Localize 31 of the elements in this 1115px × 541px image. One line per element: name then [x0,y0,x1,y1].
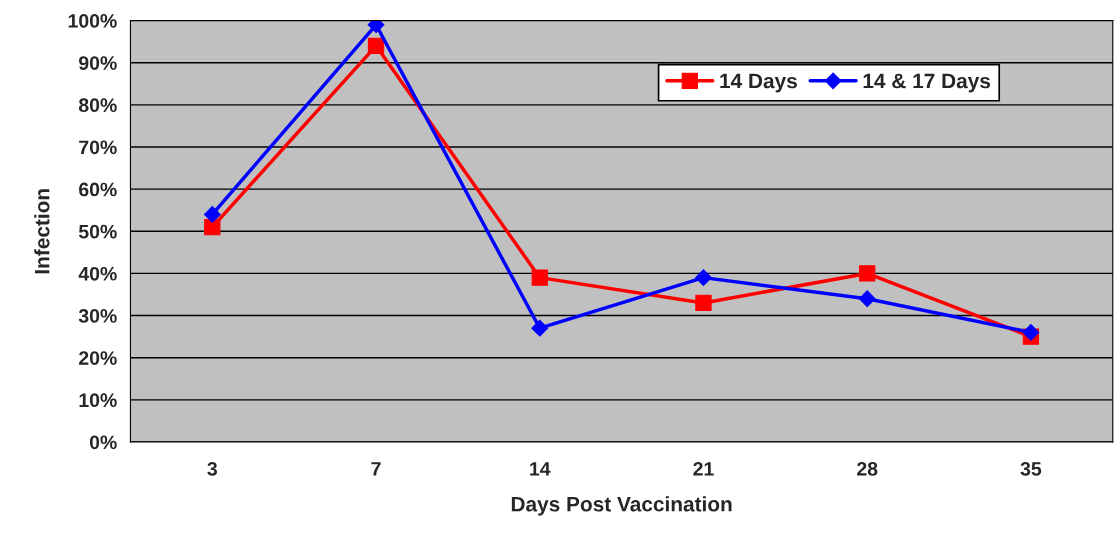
y-tick-label: 80% [78,98,117,113]
point [858,290,876,308]
x-tick-label: 3 [207,461,218,476]
x-tick-label: 21 [693,461,714,476]
legend-label: 14 Days [720,73,797,93]
point [1022,324,1040,341]
point [695,294,712,312]
x-tick-label: 35 [1020,461,1042,476]
y-tick-label: 30% [78,309,117,323]
y-axis-title: Infection [34,189,50,274]
point [203,206,221,223]
y-tick-label: 100% [68,14,117,28]
y-tick-label: 40% [78,266,117,281]
y-tick-label: 20% [79,351,117,365]
point [531,319,549,337]
point [531,269,548,286]
y-tick-label: 10% [79,393,117,408]
point [367,37,385,54]
y-tick-label: 70% [79,140,117,155]
point [204,218,221,236]
x-tick-label: 28 [857,461,878,476]
x-axis-title: Days Post Vaccination [511,496,732,516]
x-tick-label: 14 [530,462,551,476]
point [695,269,712,287]
legend-label: 14 & 17 Days [863,73,991,93]
point [859,265,876,282]
y-tick-label: 0% [89,435,117,450]
x-tick-label: 7 [371,462,381,476]
y-tick-label: 60% [79,182,117,197]
y-tick-label: 50% [78,224,117,239]
y-tick-label: 90% [79,56,117,70]
